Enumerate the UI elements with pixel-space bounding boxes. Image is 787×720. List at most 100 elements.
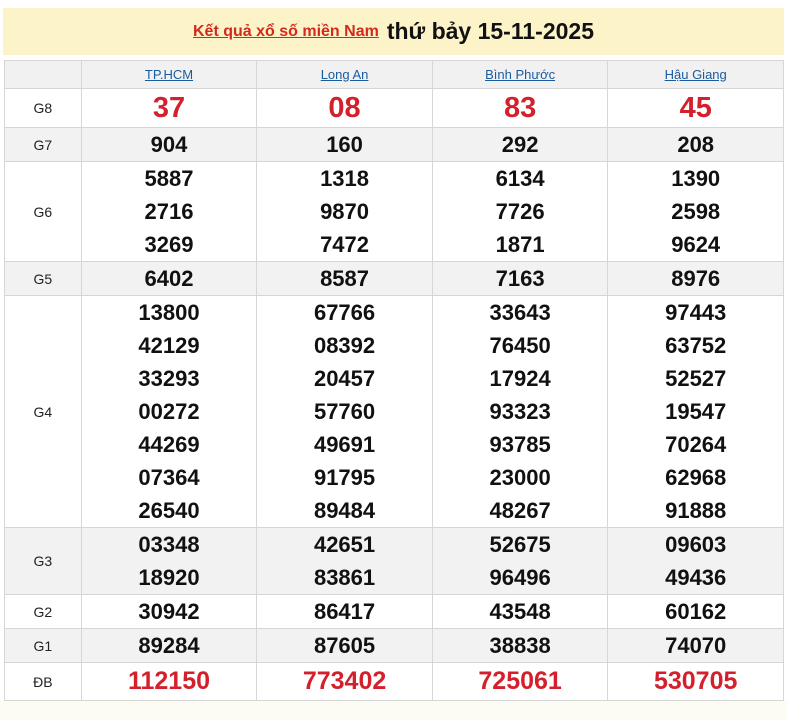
prize-number: 1871 — [495, 232, 545, 257]
prize-cell: 1318 9870 7472 — [256, 161, 433, 262]
prize-cell: 208 — [607, 127, 784, 162]
prize-number: 44269 — [138, 432, 200, 457]
prize-cell: 60162 — [607, 594, 784, 629]
prize-number: 49436 — [665, 565, 727, 590]
prize-cell: 773402 — [256, 662, 433, 701]
prize-cell: 8976 — [607, 261, 784, 296]
prize-cell: 37 — [80, 88, 258, 128]
prize-cell: 30942 — [80, 594, 258, 629]
prize-cell: 67766 08392 20457 57760 49691 91795 89484 — [256, 295, 433, 528]
prize-number: 62968 — [665, 465, 727, 490]
header-province: Hậu Giang — [607, 60, 784, 89]
prize-number: 86417 — [313, 599, 376, 624]
prize-number: 725061 — [478, 667, 562, 695]
prize-number: 83 — [503, 92, 537, 124]
prize-label: ĐB — [4, 662, 82, 701]
prize-number: 03348 — [138, 532, 200, 557]
prize-number: 8976 — [671, 266, 721, 291]
prize-number: 93323 — [489, 399, 551, 424]
prize-number: 112150 — [127, 667, 211, 695]
prize-number: 37 — [152, 92, 186, 124]
prize-number: 18920 — [138, 565, 200, 590]
prize-cell: 6402 — [80, 261, 258, 296]
results-table: TP.HCM Long An Bình Phước Hậu Giang G8 37… — [4, 60, 784, 701]
header-province: TP.HCM — [80, 60, 258, 89]
prize-number: 87605 — [313, 633, 376, 658]
province-header-row: TP.HCM Long An Bình Phước Hậu Giang — [4, 60, 784, 89]
prize-row-g8: G8 37 08 83 45 — [4, 88, 784, 128]
prize-cell: 13800 42129 33293 00272 44269 07364 26540 — [80, 295, 258, 528]
prize-cell: 43548 — [431, 594, 609, 629]
prize-number: 96496 — [489, 565, 551, 590]
prize-number: 57760 — [313, 399, 376, 424]
prize-cell: 03348 18920 — [80, 527, 258, 595]
prize-number: 208 — [677, 132, 715, 157]
prize-number: 48267 — [489, 498, 551, 523]
header-province: Long An — [256, 60, 433, 89]
prize-label: G8 — [4, 88, 82, 128]
prize-row-g5: G5 6402 8587 7163 8976 — [4, 261, 784, 296]
prize-cell: 530705 — [607, 662, 784, 701]
prize-number: 17924 — [489, 366, 551, 391]
prize-cell: 725061 — [431, 662, 609, 701]
prize-number: 3269 — [144, 232, 194, 257]
prize-number: 89484 — [313, 498, 376, 523]
prize-number: 1318 — [320, 166, 370, 191]
prize-cell: 112150 — [80, 662, 258, 701]
header-province: Bình Phước — [431, 60, 609, 89]
prize-cell: 38838 — [431, 628, 609, 663]
prize-cell: 89284 — [80, 628, 258, 663]
prize-cell: 8587 — [256, 261, 433, 296]
prize-number: 83861 — [313, 565, 376, 590]
prize-number: 63752 — [665, 333, 727, 358]
prize-number: 89284 — [138, 633, 200, 658]
prize-cell: 52675 96496 — [431, 527, 609, 595]
prize-cell: 74070 — [607, 628, 784, 663]
prize-number: 160 — [326, 132, 363, 157]
prize-number: 49691 — [313, 432, 376, 457]
prize-number: 6134 — [495, 166, 545, 191]
prize-cell: 33643 76450 17924 93323 93785 23000 48267 — [431, 295, 609, 528]
prize-row-g7: G7 904 160 292 208 — [4, 127, 784, 162]
prize-number: 38838 — [489, 633, 551, 658]
prize-number: 904 — [150, 132, 188, 157]
prize-row-g1: G1 89284 87605 38838 74070 — [4, 628, 784, 663]
province-link-long-an[interactable]: Long An — [320, 66, 369, 82]
prize-label: G1 — [4, 628, 82, 663]
prize-number: 91795 — [313, 465, 376, 490]
prize-number: 76450 — [489, 333, 551, 358]
prize-label: G5 — [4, 261, 82, 296]
prize-number: 7726 — [495, 199, 545, 224]
prize-number: 52527 — [665, 366, 727, 391]
title-link[interactable]: Kết quả xổ số miền Nam — [193, 22, 379, 40]
prize-number: 2716 — [144, 199, 194, 224]
prize-label: G2 — [4, 594, 82, 629]
prize-number: 33643 — [489, 300, 551, 325]
prize-number: 45 — [679, 92, 712, 124]
prize-cell: 87605 — [256, 628, 433, 663]
prize-number: 93785 — [489, 432, 551, 457]
prize-row-g3: G3 03348 18920 42651 83861 52675 96496 09603 494… — [4, 527, 784, 595]
draw-date: thứ bảy 15-11-2025 — [386, 18, 594, 44]
prize-cell: 83 — [431, 88, 609, 128]
prize-number: 70264 — [665, 432, 727, 457]
province-link-binh-phuoc[interactable]: Bình Phước — [485, 66, 556, 82]
prize-cell: 45 — [607, 88, 784, 128]
prize-row-g6: G6 5887 2716 3269 1318 9870 7472 6134 7726 1871 13… — [4, 161, 784, 262]
prize-cell: 86417 — [256, 594, 433, 629]
prize-number: 19547 — [665, 399, 727, 424]
prize-number: 530705 — [653, 667, 738, 695]
prize-number: 2598 — [671, 199, 721, 224]
prize-cell: 5887 2716 3269 — [80, 161, 258, 262]
prize-number: 7472 — [320, 232, 370, 257]
prize-number: 1390 — [671, 166, 721, 191]
prize-row-g4: G4 13800 42129 33293 00272 44269 07364 26540 677… — [4, 295, 784, 528]
prize-number: 07364 — [138, 465, 200, 490]
prize-cell: 97443 63752 52527 19547 70264 62968 91888 — [607, 295, 784, 528]
prize-number: 292 — [501, 132, 539, 157]
prize-row-đb: ĐB 112150 773402 725061 530705 — [4, 662, 784, 701]
province-link-hau-giang[interactable]: Hậu Giang — [664, 66, 727, 82]
province-link-tphcm[interactable]: TP.HCM — [144, 66, 194, 82]
prize-number: 74070 — [665, 633, 727, 658]
prize-number: 9624 — [671, 232, 721, 257]
